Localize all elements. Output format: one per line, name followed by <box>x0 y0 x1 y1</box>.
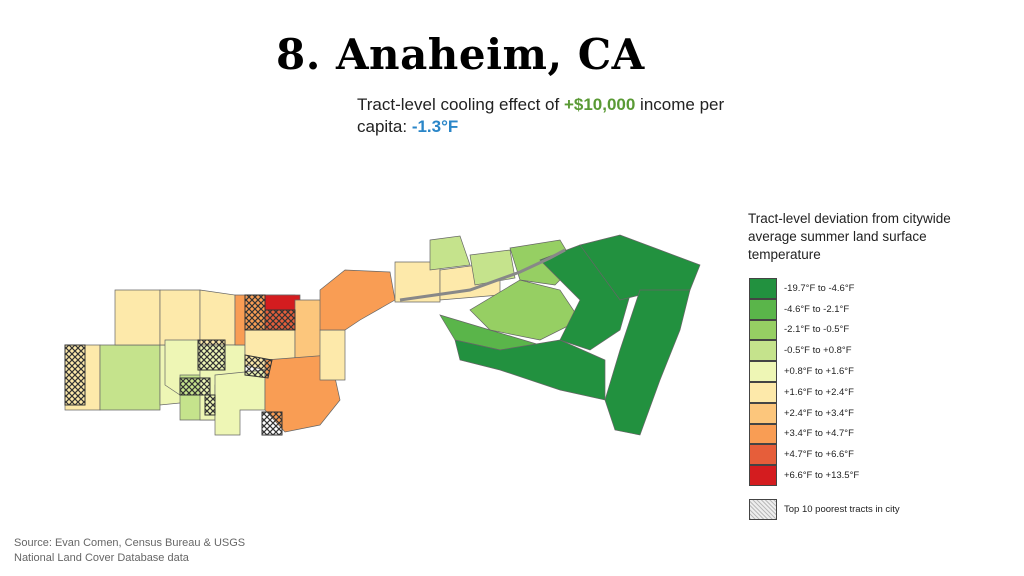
legend-label: +0.8°F to +1.6°F <box>784 366 854 378</box>
source-line-2: National Land Cover Database data <box>14 552 189 564</box>
census-tract <box>114 289 161 346</box>
census-tract <box>429 235 471 271</box>
legend-label: -2.1°F to -0.5°F <box>784 324 850 336</box>
legend-item: -4.6°F to -2.1°F <box>749 298 859 320</box>
census-tract <box>469 279 581 341</box>
legend-label: +3.4°F to +4.7°F <box>784 428 854 440</box>
legend-swatch <box>749 465 777 486</box>
page-title: 8. Anaheim, CA <box>276 30 645 79</box>
subtitle: Tract-level cooling effect of +$10,000 i… <box>357 94 737 138</box>
income-value: +$10,000 <box>563 95 636 114</box>
legend-swatch <box>749 298 777 320</box>
legend-label: -19.7°F to -4.6°F <box>784 282 855 294</box>
legend-item: -19.7°F to -4.6°F <box>749 278 859 299</box>
cooling-effect-value: -1.3°F <box>411 117 459 136</box>
legend-label: -0.5°F to +0.8°F <box>784 345 852 357</box>
freeway-line <box>399 248 566 302</box>
census-tract <box>579 234 701 301</box>
census-tract <box>454 339 606 401</box>
poorest-tract-hatch <box>264 309 296 331</box>
subtitle-prefix: Tract-level cooling effect of <box>357 95 564 114</box>
poorest-tracts-label: Top 10 poorest tracts in city <box>784 504 900 515</box>
census-tract <box>159 289 201 346</box>
census-tract <box>319 329 346 381</box>
legend-swatch <box>749 402 777 424</box>
legend-item: -0.5°F to +0.8°F <box>749 340 859 362</box>
source-line-1: Source: Evan Comen, Census Bureau & USGS <box>14 537 246 549</box>
legend-swatch <box>749 423 777 445</box>
legend-label: -4.6°F to -2.1°F <box>784 303 850 315</box>
census-tract <box>199 289 236 346</box>
legend-swatch <box>749 381 777 403</box>
census-tract <box>99 344 161 411</box>
legend: -19.7°F to -4.6°F -4.6°F to -2.1°F -2.1°… <box>749 278 859 486</box>
legend-title: Tract-level deviation from citywide aver… <box>748 211 951 262</box>
census-tract <box>319 269 396 331</box>
legend-swatch <box>749 278 777 299</box>
legend-label: +6.6°F to +13.5°F <box>784 470 860 482</box>
poorest-tract-hatch <box>64 344 86 406</box>
legend-item: -2.1°F to -0.5°F <box>749 319 859 341</box>
hatch-swatch <box>749 499 777 520</box>
subtitle-middle: income per capita: <box>357 95 725 136</box>
legend-item: +0.8°F to +1.6°F <box>749 361 859 382</box>
legend-label: +2.4°F to +3.4°F <box>784 407 854 419</box>
census-tract <box>214 369 266 436</box>
poorest-tract-hatch <box>244 294 266 331</box>
legend-item: +1.6°F to +2.4°F <box>749 381 859 403</box>
poorest-tract-hatch <box>244 354 273 379</box>
legend-swatch <box>749 361 777 382</box>
census-tract <box>469 249 516 286</box>
legend-label: +1.6°F to +2.4°F <box>784 386 854 398</box>
census-tract <box>604 289 691 436</box>
legend-swatch <box>749 319 777 341</box>
poorest-tract-hatch <box>197 339 226 371</box>
poorest-tract-hatch <box>261 411 283 436</box>
legend-item: +4.7°F to +6.6°F <box>749 444 859 466</box>
poorest-tract-hatch <box>179 377 211 396</box>
legend-item: +2.4°F to +3.4°F <box>749 402 859 424</box>
poorest-tract-hatch <box>204 394 216 416</box>
legend-label: +4.7°F to +6.6°F <box>784 449 854 461</box>
legend-item: +6.6°F to +13.5°F <box>749 465 859 486</box>
census-tract <box>394 261 441 303</box>
legend-item: +3.4°F to +4.7°F <box>749 423 859 445</box>
legend-swatch <box>749 444 777 466</box>
legend-swatch <box>749 340 777 362</box>
source-note: Source: Evan Comen, Census Bureau & USGS… <box>14 536 245 566</box>
poorest-tracts-legend: Top 10 poorest tracts in city <box>749 499 900 520</box>
